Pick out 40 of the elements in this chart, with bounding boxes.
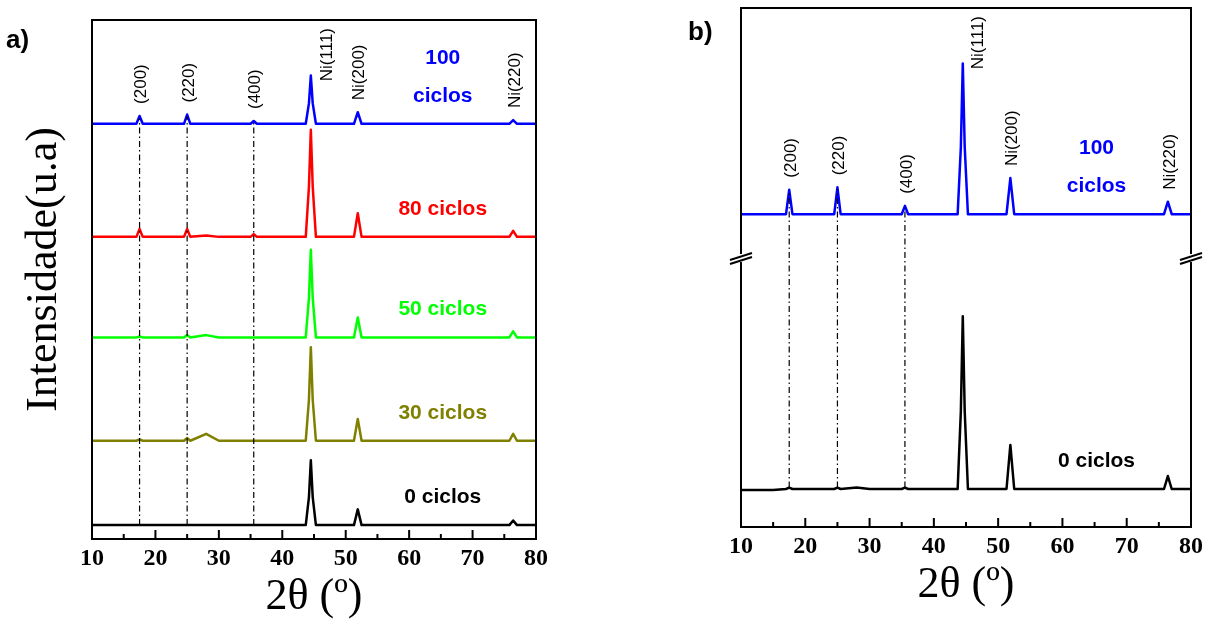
x-tick-label: 40 — [270, 544, 295, 571]
x-tick-label: 20 — [793, 532, 818, 559]
x-tick-label: 70 — [1114, 532, 1139, 559]
series-label: 30 ciclos — [398, 399, 488, 423]
annotation: (400) — [896, 154, 916, 194]
x-tick-label: 20 — [143, 544, 168, 571]
x-tick-label: 10 — [80, 544, 104, 571]
annotation: (220) — [178, 62, 198, 103]
x-tick-label: 50 — [333, 544, 358, 571]
x-axis-title: 2θ (º) — [265, 569, 363, 619]
series-label: 100 ciclos — [412, 44, 473, 106]
series-label: 0 ciclos — [404, 483, 482, 507]
series-label: 100 ciclos — [1066, 135, 1127, 197]
x-tick-label: 10 — [729, 532, 753, 559]
x-tick-label: 40 — [921, 532, 946, 559]
annotation: (400) — [245, 69, 265, 110]
annotation: Ni(200) — [349, 44, 369, 101]
annotation: Ni(220) — [1159, 133, 1179, 190]
series-label: 80 ciclos — [398, 195, 488, 219]
annotation: Ni(200) — [1002, 110, 1022, 167]
annotation: Ni(111) — [968, 16, 988, 70]
x-tick-label: 50 — [986, 532, 1011, 559]
chart-title: b) — [688, 16, 713, 46]
series-label: 50 ciclos — [398, 296, 488, 320]
annotation: (220) — [829, 135, 849, 176]
x-tick-label: 30 — [857, 532, 882, 559]
annotation: Ni(111) — [316, 28, 336, 82]
annotation: (200) — [131, 64, 151, 104]
x-tick-label: 60 — [1050, 532, 1075, 559]
series-label: 0 ciclos — [1057, 447, 1136, 471]
x-tick-label: 80 — [1179, 532, 1203, 559]
x-tick-label: 80 — [524, 544, 548, 571]
x-axis-title: 2θ (º) — [917, 557, 1015, 607]
annotation: (200) — [780, 137, 800, 178]
x-tick-label: 30 — [206, 544, 231, 571]
y-axis-title: Intensidade(u.a) — [16, 127, 66, 412]
x-tick-label: 60 — [397, 544, 422, 571]
chart-title: a) — [6, 24, 30, 54]
x-tick-label: 70 — [460, 544, 485, 571]
annotation: Ni(220) — [504, 52, 524, 109]
